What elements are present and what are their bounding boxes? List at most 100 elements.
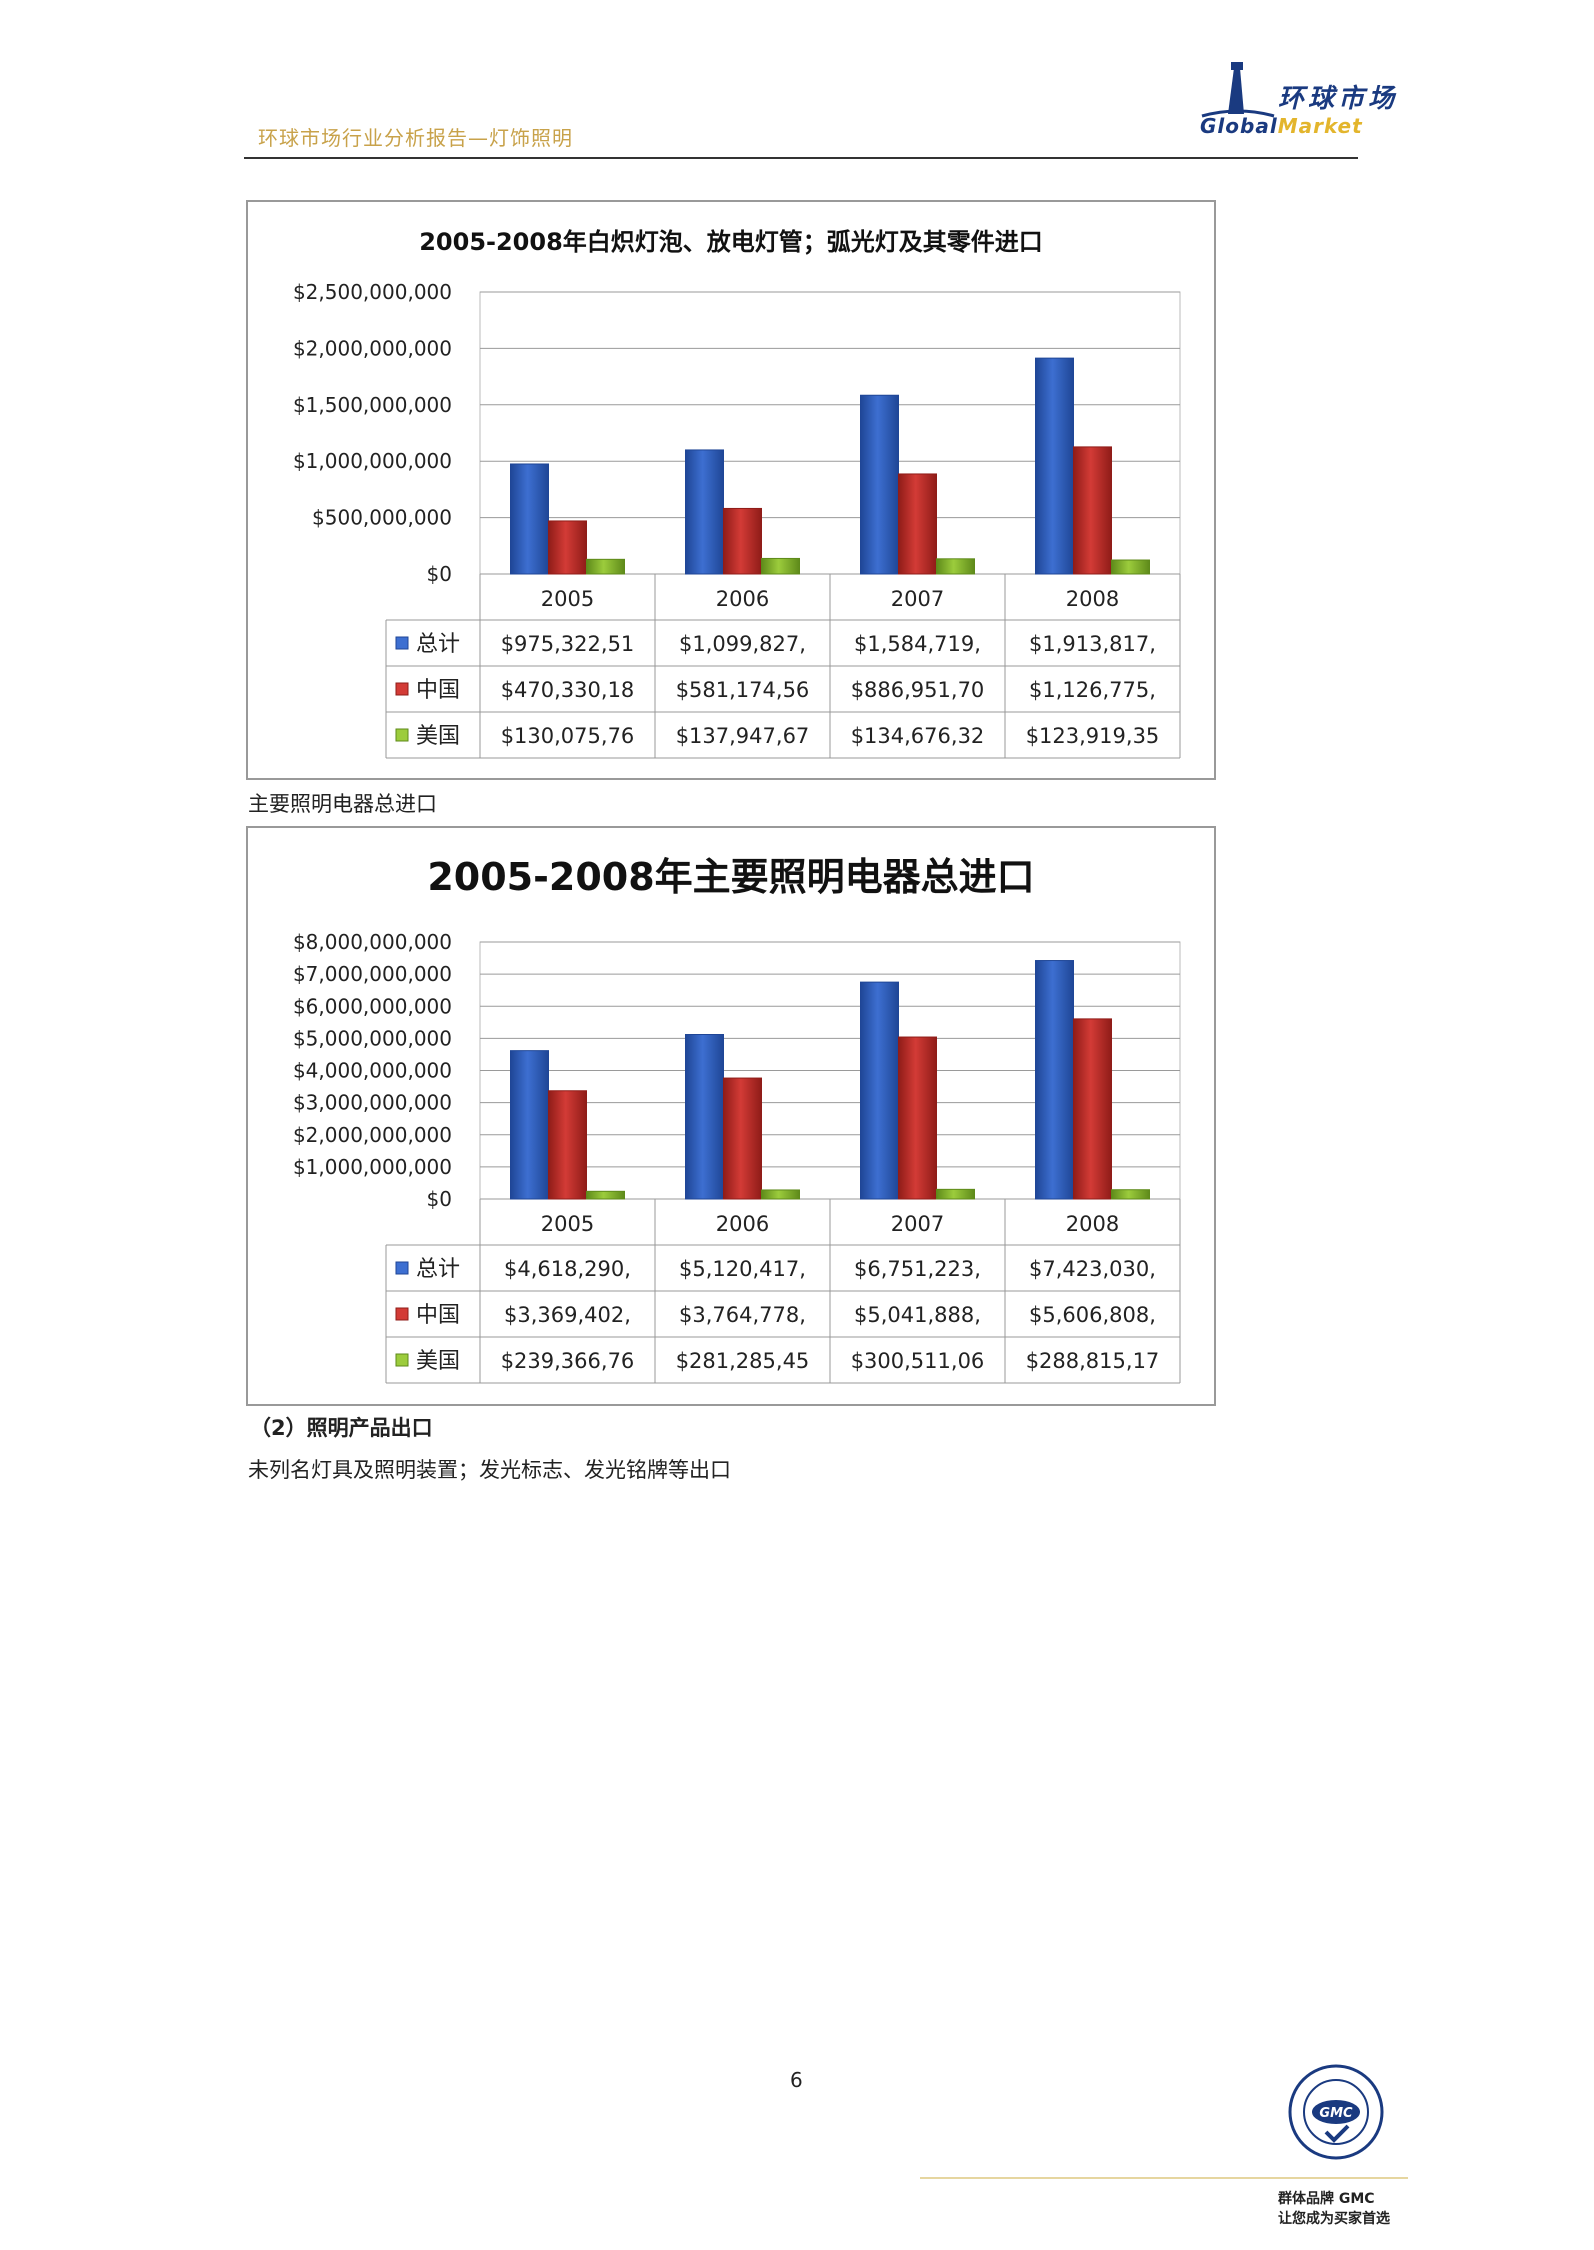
y-tick-label: $2,000,000,000 — [293, 336, 452, 360]
y-tick-label: $1,500,000,000 — [293, 393, 452, 417]
chart-title: 2005-2008年白炽灯泡、放电灯管；弧光灯及其零件进口 — [419, 228, 1043, 256]
x-tick-label: 2006 — [716, 1212, 769, 1236]
data-label: $1,913,817, — [1029, 632, 1156, 656]
data-label: $239,366,76 — [501, 1349, 635, 1373]
x-tick-label: 2006 — [716, 587, 769, 611]
y-tick-label: $500,000,000 — [312, 506, 452, 530]
data-label: $3,764,778, — [679, 1303, 806, 1327]
footer-brand-line: 群体品牌 GMC — [1278, 2191, 1375, 2207]
y-tick-label: $6,000,000,000 — [293, 994, 452, 1018]
bar-总计-2006 — [685, 1034, 724, 1200]
data-label: $886,951,70 — [851, 678, 985, 702]
bar-总计-2005 — [510, 1050, 549, 1200]
legend-label-中国: 中国 — [416, 678, 460, 703]
data-label: $470,330,18 — [501, 678, 635, 702]
chart-1: 2005-2008年白炽灯泡、放电灯管；弧光灯及其零件进口 $0 $500,000,… — [246, 200, 1216, 780]
bar-美国-2005 — [586, 558, 625, 575]
legend-label-总计: 总计 — [416, 1257, 460, 1282]
logo-chinese-text: 环球市场 — [1278, 84, 1399, 114]
bar-总计-2006 — [685, 449, 724, 575]
data-label: $7,423,030, — [1029, 1257, 1156, 1281]
y-tick-label: $7,000,000,000 — [293, 962, 452, 986]
data-label: $281,285,45 — [676, 1349, 810, 1373]
y-tick-label: $0 — [427, 1187, 452, 1211]
bar-美国-2005 — [586, 1190, 625, 1200]
data-label: $288,815,17 — [1026, 1349, 1160, 1373]
bar-美国-2006 — [761, 557, 800, 575]
legend-label-美国: 美国 — [416, 1349, 460, 1374]
data-label: $5,120,417, — [679, 1257, 806, 1281]
x-tick-label: 2008 — [1066, 1212, 1119, 1236]
x-tick-label: 2005 — [541, 1212, 594, 1236]
bar-中国-2007 — [898, 1036, 937, 1200]
y-tick-label: $8,000,000,000 — [293, 930, 452, 954]
caption-lighting-imports: 主要照明电器总进口 — [248, 792, 437, 816]
lighthouse-icon — [1201, 62, 1275, 118]
data-label: $5,041,888, — [854, 1303, 981, 1327]
legend-swatch-总计 — [395, 636, 409, 650]
chart-title: 2005-2008年主要照明电器总进口 — [427, 855, 1034, 899]
bar-总计-2008 — [1035, 357, 1074, 575]
bar-总计-2005 — [510, 463, 549, 575]
data-label: $134,676,32 — [851, 724, 985, 748]
y-tick-label: $1,000,000,000 — [293, 449, 452, 473]
bar-中国-2008 — [1073, 1018, 1112, 1200]
bar-中国-2006 — [723, 1077, 762, 1200]
chart-2-svg: 2005-2008年主要照明电器总进口 $0 $1,000,000,000 $2,00… — [293, 855, 1181, 1384]
data-label: $300,511,06 — [851, 1349, 985, 1373]
legend-label-美国: 美国 — [416, 724, 460, 749]
y-tick-label: $3,000,000,000 — [293, 1091, 452, 1115]
x-tick-label: 2008 — [1066, 587, 1119, 611]
y-tick-label: $5,000,000,000 — [293, 1026, 452, 1050]
data-label: $130,075,76 — [501, 724, 635, 748]
logo-english-global: Global — [1200, 114, 1278, 138]
globalmarket-logo: 环球市场 GlobalMarket — [1198, 58, 1430, 148]
y-tick-label: $4,000,000,000 — [293, 1059, 452, 1083]
data-label: $4,618,290, — [504, 1257, 631, 1281]
chart-2: 2005-2008年主要照明电器总进口 $0 $1,000,000,000 $2,00… — [246, 826, 1216, 1406]
bar-中国-2007 — [898, 473, 937, 575]
logo-english-text: GlobalMarket — [1200, 114, 1363, 138]
legend-label-中国: 中国 — [416, 1303, 460, 1328]
bar-中国-2008 — [1073, 446, 1112, 575]
data-label: $3,369,402, — [504, 1303, 631, 1327]
footer-divider — [920, 2177, 1408, 2179]
chart-1-svg: 2005-2008年白炽灯泡、放电灯管；弧光灯及其零件进口 $0 $500,000,… — [293, 228, 1181, 759]
bar-总计-2008 — [1035, 960, 1074, 1200]
bar-总计-2007 — [860, 394, 899, 575]
report-header-title: 环球市场行业分析报告—灯饰照明 — [258, 126, 573, 150]
legend-swatch-总计 — [395, 1261, 409, 1275]
bar-总计-2007 — [860, 981, 899, 1200]
legend-swatch-美国 — [395, 728, 409, 742]
bar-美国-2008 — [1111, 1189, 1150, 1200]
y-tick-label: $2,000,000,000 — [293, 1123, 452, 1147]
logo-english-market: Market — [1277, 114, 1363, 138]
data-label: $5,606,808, — [1029, 1303, 1156, 1327]
x-tick-label: 2007 — [891, 587, 944, 611]
section-heading: （2）照明产品出口 — [250, 1416, 433, 1440]
bar-美国-2006 — [761, 1189, 800, 1200]
data-label: $1,099,827, — [679, 632, 806, 656]
data-label: $581,174,56 — [676, 678, 810, 702]
bar-中国-2005 — [548, 520, 587, 575]
data-label: $1,584,719, — [854, 632, 981, 656]
data-label: $975,322,51 — [501, 632, 635, 656]
legend-swatch-中国 — [395, 682, 409, 696]
data-label: $137,947,67 — [676, 724, 810, 748]
data-label: $6,751,223, — [854, 1257, 981, 1281]
footer-slogan-line: 让您成为买家首选 — [1278, 2211, 1390, 2227]
legend-label-总计: 总计 — [416, 632, 460, 657]
y-tick-label: $2,500,000,000 — [293, 280, 452, 304]
bar-美国-2007 — [936, 558, 975, 575]
gmc-seal-icon: GMC — [1288, 2064, 1384, 2160]
bar-美国-2008 — [1111, 559, 1150, 575]
legend-swatch-中国 — [395, 1307, 409, 1321]
data-label: $1,126,775, — [1029, 678, 1156, 702]
bar-美国-2007 — [936, 1188, 975, 1200]
legend-swatch-美国 — [395, 1353, 409, 1367]
gmc-seal-label: GMC — [1319, 2106, 1353, 2121]
y-tick-label: $0 — [427, 562, 452, 586]
bar-中国-2005 — [548, 1090, 587, 1200]
x-tick-label: 2005 — [541, 587, 594, 611]
bar-中国-2006 — [723, 507, 762, 575]
